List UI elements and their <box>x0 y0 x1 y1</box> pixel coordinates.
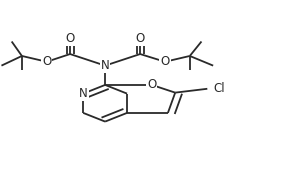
Text: N: N <box>101 59 110 72</box>
Text: O: O <box>65 32 75 45</box>
Text: O: O <box>147 78 157 91</box>
Text: O: O <box>42 55 51 68</box>
Text: O: O <box>135 32 145 45</box>
Text: N: N <box>79 87 88 100</box>
Text: Cl: Cl <box>213 82 225 95</box>
Text: O: O <box>160 55 170 68</box>
